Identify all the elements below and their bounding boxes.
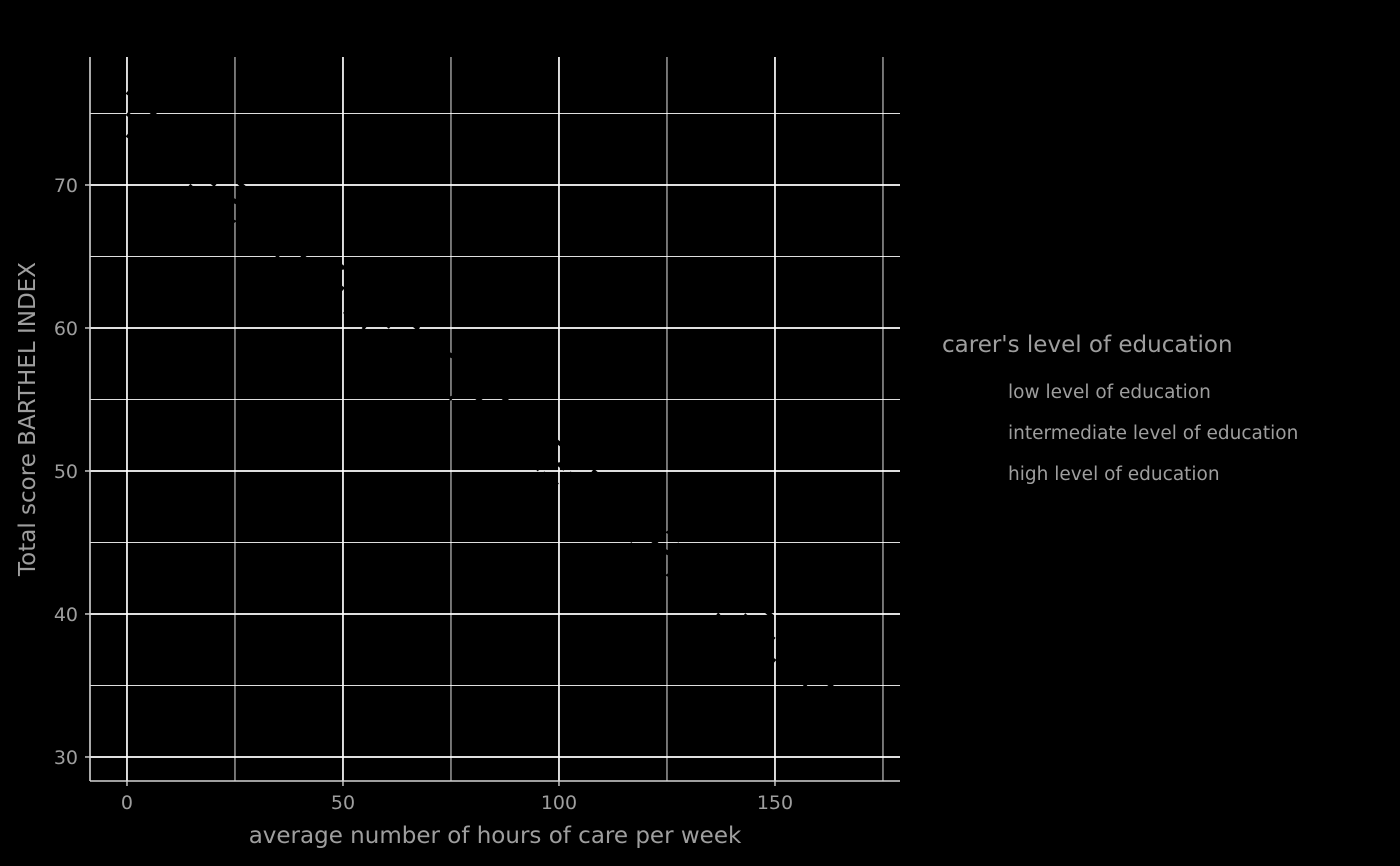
legend-item-label: high level of education — [1008, 464, 1220, 485]
plot-panel — [90, 57, 900, 781]
y-tick-label: 30 — [54, 747, 78, 769]
y-tick-label: 70 — [54, 175, 78, 197]
y-tick-label: 40 — [54, 604, 78, 626]
series-line-1 — [125, 111, 842, 695]
x-tick-label: 0 — [121, 792, 133, 814]
x-tick-label: 150 — [757, 792, 793, 814]
y-tick-label: 50 — [54, 461, 78, 483]
line-sample-icon — [970, 432, 1000, 435]
plot-area: 0 50 100 150 30 40 50 60 70 — [54, 57, 900, 814]
legend-item-low: low level of education — [942, 382, 1392, 403]
x-tick-label: 100 — [541, 792, 577, 814]
series-line-2 — [125, 133, 842, 716]
legend: carer's level of education low level of … — [942, 332, 1392, 505]
legend-item-intermediate: intermediate level of education — [942, 423, 1392, 444]
x-axis-title: average number of hours of care per week — [248, 823, 742, 849]
line-sample-icon — [970, 473, 1000, 476]
y-axis-title: Total score BARTHEL INDEX — [15, 262, 41, 576]
legend-item-high: high level of education — [942, 464, 1392, 485]
series-line-0 — [125, 90, 842, 673]
line-sample-icon — [970, 391, 1000, 394]
legend-item-label: low level of education — [1008, 382, 1211, 403]
legend-title: carer's level of education — [942, 332, 1233, 358]
legend-item-label: intermediate level of education — [1008, 423, 1299, 444]
y-tick-label: 60 — [54, 318, 78, 340]
x-tick-label: 50 — [331, 792, 355, 814]
